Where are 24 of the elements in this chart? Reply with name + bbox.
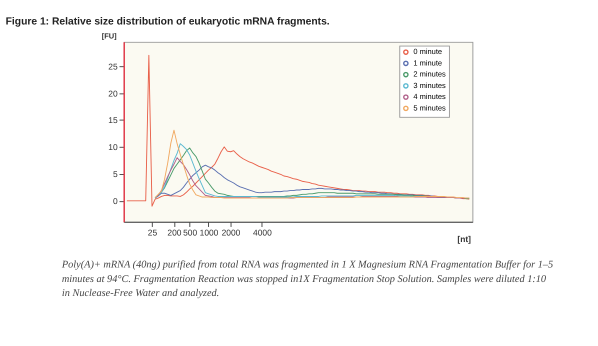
y-tick-label: 5: [112, 169, 118, 180]
text: Poly(A)+ mRNA (40ng) purified from total RNA was fragmented in 1 X Magnesium RNA Fragmentation Buffer for 1–5 minutes at 94°C. Fragmentation Reaction was stopped in1X Fragmentation Stop Solution. Samples were diluted 1:10 in Nuclease-Free Water and analyzed.: [60, 260, 554, 299]
x-tick-label: 2000: [222, 227, 241, 238]
legend-label: 5 minutes: [413, 103, 446, 112]
legend-label: 1 minute: [413, 58, 442, 68]
line-series: [154, 130, 470, 199]
x-tick-label: 4000: [253, 227, 272, 238]
y-tick-label: 10: [108, 142, 118, 152]
legend-label: 3 minutes: [413, 80, 446, 90]
x-tick-label: 200: [167, 227, 182, 238]
legend-label: 2 minutes: [413, 70, 446, 79]
chart-title: Figure 1: Relative size distribution of eukaryotic mRNA fragments.: [6, 16, 330, 28]
y-tick-label: 0: [112, 196, 118, 206]
line-series: [126, 54, 470, 207]
x-tick-label: 500: [183, 227, 198, 238]
y-tick-label: 15: [108, 115, 118, 126]
y-axis-title: [FU]: [102, 32, 118, 41]
x-tick-label: 25: [148, 227, 158, 238]
legend-label: 4 minutes: [413, 92, 446, 102]
y-tick-label: 20: [108, 88, 118, 98]
x-axis-title: [nt]: [457, 234, 472, 244]
legend-label: 0 minute: [413, 47, 442, 56]
x-tick-label: 1000: [200, 227, 219, 238]
y-tick-label: 25: [108, 61, 118, 72]
